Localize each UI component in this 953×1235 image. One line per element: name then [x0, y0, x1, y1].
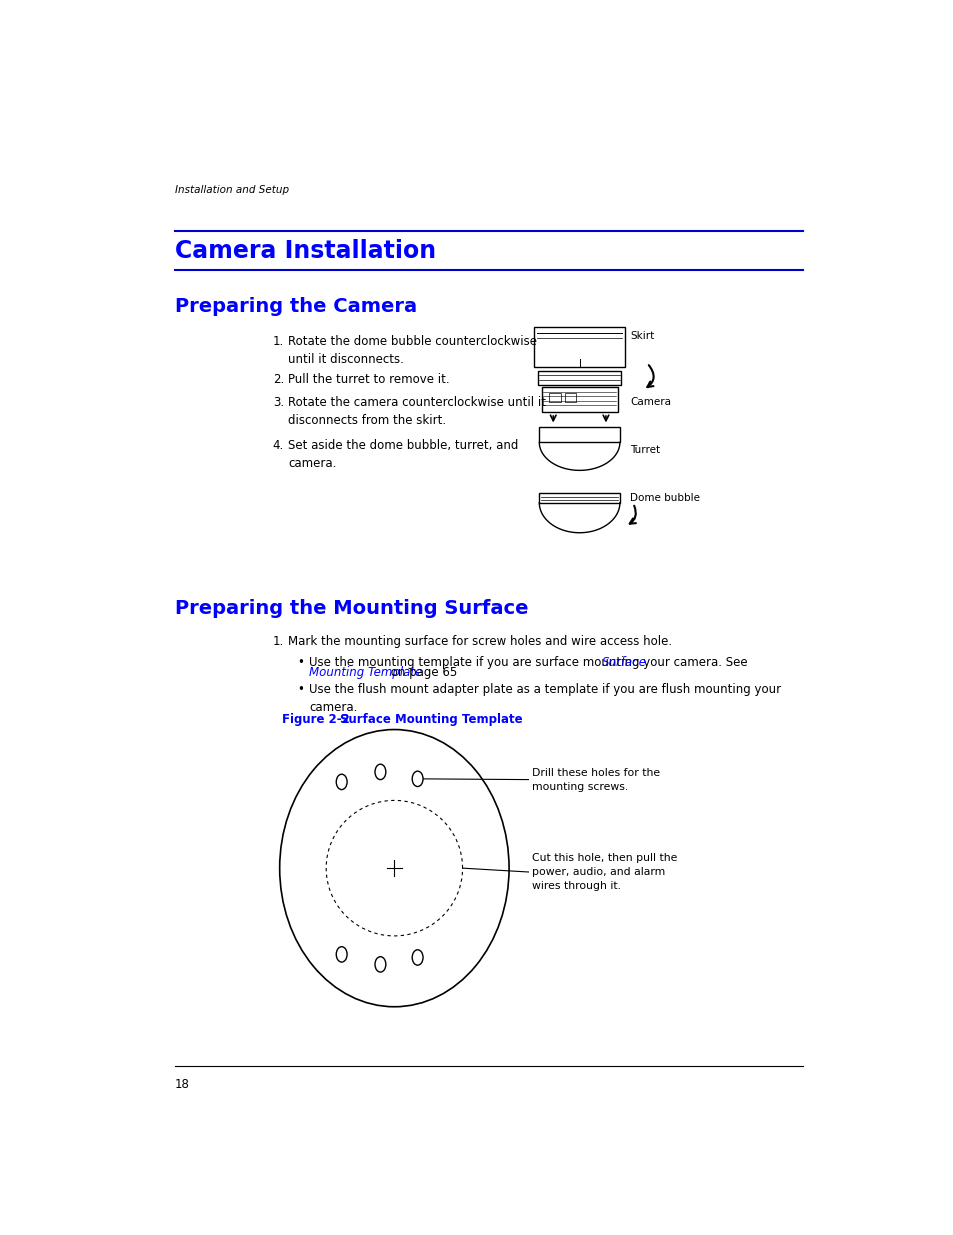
Ellipse shape: [335, 774, 347, 789]
Text: Use the mounting template if you are surface mounting your camera. See: Use the mounting template if you are sur…: [309, 656, 751, 668]
Bar: [537, 370, 620, 384]
Bar: [534, 327, 624, 367]
Text: Turret: Turret: [629, 445, 659, 454]
Text: Preparing the Camera: Preparing the Camera: [174, 296, 416, 316]
Bar: [549, 393, 560, 403]
Text: Mounting Template: Mounting Template: [309, 667, 422, 679]
Text: 18: 18: [174, 1078, 190, 1092]
Ellipse shape: [279, 730, 509, 1007]
Bar: [538, 427, 619, 442]
Text: Set aside the dome bubble, turret, and
camera.: Set aside the dome bubble, turret, and c…: [288, 440, 518, 471]
Ellipse shape: [412, 771, 422, 787]
Text: •: •: [297, 683, 304, 695]
Text: Mark the mounting surface for screw holes and wire access hole.: Mark the mounting surface for screw hole…: [288, 635, 672, 648]
Ellipse shape: [375, 764, 385, 779]
Text: Camera: Camera: [629, 398, 670, 408]
Text: Installation and Setup: Installation and Setup: [174, 185, 289, 195]
Text: Surface Mounting Template: Surface Mounting Template: [340, 714, 522, 726]
Text: Dome bubble: Dome bubble: [629, 493, 700, 503]
Ellipse shape: [412, 950, 422, 966]
Text: Skirt: Skirt: [629, 331, 654, 341]
Bar: [541, 387, 617, 411]
Text: Drill these holes for the
mounting screws.: Drill these holes for the mounting screw…: [532, 768, 659, 792]
Ellipse shape: [335, 947, 347, 962]
Text: Figure 2-2: Figure 2-2: [282, 714, 350, 726]
Text: Rotate the camera counterclockwise until it
disconnects from the skirt.: Rotate the camera counterclockwise until…: [288, 396, 546, 427]
Text: 3.: 3.: [273, 396, 284, 409]
Text: 1.: 1.: [273, 635, 284, 648]
Bar: [564, 393, 576, 403]
Ellipse shape: [375, 957, 385, 972]
Text: Camera Installation: Camera Installation: [174, 240, 436, 263]
Text: Cut this hole, then pull the
power, audio, and alarm
wires through it.: Cut this hole, then pull the power, audi…: [532, 853, 677, 890]
Text: 4.: 4.: [273, 440, 284, 452]
Text: Pull the turret to remove it.: Pull the turret to remove it.: [288, 373, 450, 387]
Text: 1.: 1.: [273, 335, 284, 347]
Text: 2.: 2.: [273, 373, 284, 387]
Text: •: •: [297, 656, 304, 668]
Text: Rotate the dome bubble counterclockwise
until it disconnects.: Rotate the dome bubble counterclockwise …: [288, 335, 537, 366]
Text: Surface: Surface: [601, 656, 646, 668]
Text: Use the flush mount adapter plate as a template if you are flush mounting your
c: Use the flush mount adapter plate as a t…: [309, 683, 781, 714]
Text: on page 65: on page 65: [386, 667, 456, 679]
Bar: [538, 494, 619, 503]
Text: Preparing the Mounting Surface: Preparing the Mounting Surface: [174, 599, 528, 619]
